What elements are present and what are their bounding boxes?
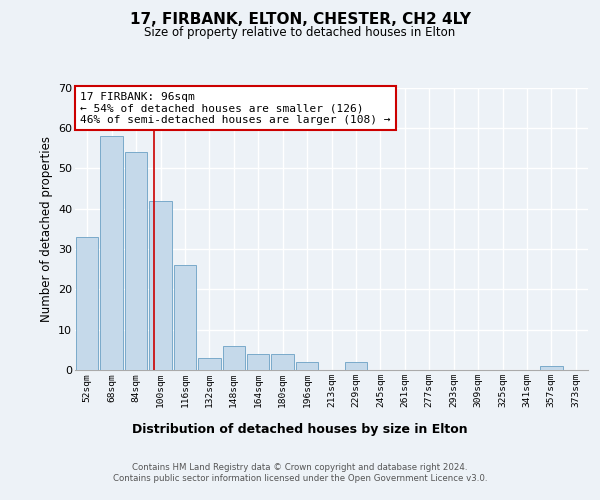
Text: Contains public sector information licensed under the Open Government Licence v3: Contains public sector information licen… [113, 474, 487, 483]
Bar [540, 366, 563, 370]
Text: Distribution of detached houses by size in Elton: Distribution of detached houses by size … [132, 422, 468, 436]
Text: Size of property relative to detached houses in Elton: Size of property relative to detached ho… [145, 26, 455, 39]
Text: 17 FIRBANK: 96sqm
← 54% of detached houses are smaller (126)
46% of semi-detache: 17 FIRBANK: 96sqm ← 54% of detached hous… [80, 92, 391, 125]
Bar [100, 136, 123, 370]
Bar [296, 362, 319, 370]
Bar [198, 358, 221, 370]
Bar [125, 152, 148, 370]
Bar [76, 237, 98, 370]
Bar [344, 362, 367, 370]
Bar [149, 200, 172, 370]
Bar [173, 265, 196, 370]
Bar [271, 354, 294, 370]
Bar [247, 354, 269, 370]
Text: Contains HM Land Registry data © Crown copyright and database right 2024.: Contains HM Land Registry data © Crown c… [132, 462, 468, 471]
Text: 17, FIRBANK, ELTON, CHESTER, CH2 4LY: 17, FIRBANK, ELTON, CHESTER, CH2 4LY [130, 12, 470, 28]
Bar [223, 346, 245, 370]
Y-axis label: Number of detached properties: Number of detached properties [40, 136, 53, 322]
